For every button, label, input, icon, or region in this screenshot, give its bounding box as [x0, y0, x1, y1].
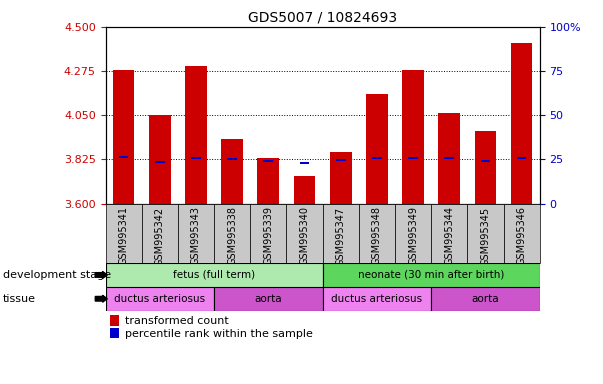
- Bar: [323, 263, 540, 287]
- Bar: [444, 157, 454, 159]
- Bar: [300, 162, 309, 164]
- Text: GSM995347: GSM995347: [336, 207, 346, 266]
- Bar: [511, 43, 532, 204]
- Bar: [481, 160, 490, 162]
- Bar: [264, 160, 273, 162]
- Text: GSM995345: GSM995345: [481, 207, 490, 266]
- Bar: [431, 287, 540, 311]
- Text: GSM995344: GSM995344: [444, 207, 454, 265]
- Bar: [402, 70, 424, 204]
- Bar: [119, 156, 128, 158]
- Bar: [408, 157, 418, 159]
- Bar: [359, 204, 395, 263]
- Bar: [250, 204, 286, 263]
- Bar: [178, 204, 214, 263]
- Text: GSM995340: GSM995340: [300, 207, 309, 265]
- Text: fetus (full term): fetus (full term): [173, 270, 255, 280]
- Bar: [517, 157, 526, 159]
- Bar: [155, 161, 165, 163]
- Bar: [149, 115, 171, 204]
- Text: tissue: tissue: [3, 294, 36, 304]
- Bar: [185, 66, 207, 204]
- Bar: [330, 152, 352, 204]
- Bar: [366, 94, 388, 204]
- Text: ductus arteriosus: ductus arteriosus: [331, 294, 423, 304]
- Text: percentile rank within the sample: percentile rank within the sample: [125, 329, 313, 339]
- Bar: [475, 131, 496, 204]
- Bar: [395, 204, 431, 263]
- Text: GSM995349: GSM995349: [408, 207, 418, 265]
- Text: transformed count: transformed count: [125, 316, 229, 326]
- Bar: [323, 287, 431, 311]
- Text: GSM995348: GSM995348: [372, 207, 382, 265]
- Text: GSM995338: GSM995338: [227, 207, 237, 265]
- Bar: [106, 204, 142, 263]
- Bar: [106, 287, 214, 311]
- Title: GDS5007 / 10824693: GDS5007 / 10824693: [248, 10, 397, 24]
- Bar: [336, 159, 346, 161]
- Text: GSM995339: GSM995339: [264, 207, 273, 265]
- Text: aorta: aorta: [254, 294, 282, 304]
- Bar: [294, 176, 315, 204]
- Bar: [110, 316, 119, 326]
- Bar: [106, 263, 323, 287]
- Bar: [323, 204, 359, 263]
- Bar: [191, 157, 201, 159]
- Text: GSM995342: GSM995342: [155, 207, 165, 266]
- Bar: [438, 113, 460, 204]
- Bar: [214, 204, 250, 263]
- Bar: [286, 204, 323, 263]
- Bar: [504, 204, 540, 263]
- Bar: [110, 328, 119, 339]
- Bar: [227, 157, 237, 160]
- Bar: [257, 158, 279, 204]
- Text: GSM995341: GSM995341: [119, 207, 128, 265]
- Bar: [372, 157, 382, 159]
- Text: neonate (30 min after birth): neonate (30 min after birth): [358, 270, 504, 280]
- Bar: [221, 139, 243, 204]
- Bar: [113, 70, 134, 204]
- Bar: [214, 287, 323, 311]
- Bar: [431, 204, 467, 263]
- Bar: [142, 204, 178, 263]
- Text: development stage: development stage: [3, 270, 111, 280]
- Text: GSM995343: GSM995343: [191, 207, 201, 265]
- Text: aorta: aorta: [472, 294, 499, 304]
- Text: GSM995346: GSM995346: [517, 207, 526, 265]
- Bar: [467, 204, 504, 263]
- Text: ductus arteriosus: ductus arteriosus: [114, 294, 206, 304]
